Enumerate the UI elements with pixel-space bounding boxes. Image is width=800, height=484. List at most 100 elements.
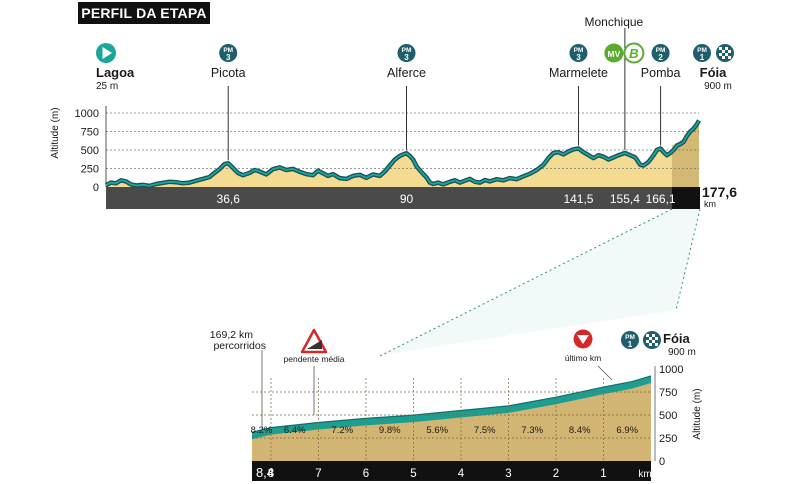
kom-badge-pomba: PM2 xyxy=(651,44,670,62)
kom-badge-category: 3 xyxy=(226,53,231,62)
finale-road-band xyxy=(252,376,651,440)
flag-square xyxy=(646,340,649,343)
place-name-start: Lagoa xyxy=(96,65,135,80)
finish-altitude: 900 m xyxy=(704,81,732,92)
kom-badge-circle xyxy=(621,331,639,349)
zoom-projection xyxy=(380,209,700,355)
place-name-monchique: Monchique xyxy=(585,15,644,29)
kom-badge-pm1: PM1 xyxy=(693,44,711,62)
finale-x-unit: km xyxy=(638,469,651,480)
flag-square xyxy=(719,53,722,56)
kom-badge-circle xyxy=(397,44,416,62)
mv-badge-label: MV xyxy=(608,49,621,59)
down-arrow-circle-icon xyxy=(573,329,593,349)
flag-square xyxy=(722,56,725,59)
finale-y-tick-label: 1000 xyxy=(659,364,683,376)
kom-badge-circle xyxy=(569,44,588,62)
flag-square xyxy=(725,47,728,50)
flag-square xyxy=(646,334,649,337)
finale-x-tick-label: 3 xyxy=(505,468,511,480)
y-tick-label: 1000 xyxy=(75,108,99,120)
last-km-arrow xyxy=(577,335,589,344)
flag-square xyxy=(649,337,652,340)
total-distance: 177,6 xyxy=(702,184,737,200)
place-name-alferce: Alferce xyxy=(387,66,426,80)
start-note-distance: 169,2 km xyxy=(210,329,253,341)
segment-gradient-label: 7.5% xyxy=(474,425,496,436)
kom-badge-circle xyxy=(219,44,238,62)
finale-y-tick-label: 250 xyxy=(659,433,677,445)
finale-x-tick-label: 4 xyxy=(458,468,465,480)
warning-triangle-icon xyxy=(300,328,328,354)
badge-mv: MV xyxy=(604,43,624,63)
warning-slope xyxy=(307,340,322,349)
y-tick-label: 250 xyxy=(81,164,99,176)
kom-badge-label: PM xyxy=(402,47,412,54)
km-bar-final xyxy=(672,187,700,209)
finale-x-tick-label: 8,4 xyxy=(256,465,274,480)
segment-gradient-label: 6.9% xyxy=(616,425,638,436)
kom-badge-circle xyxy=(651,44,670,62)
flag-square xyxy=(728,50,731,53)
last-km-leader xyxy=(597,365,613,381)
start-altitude: 25 m xyxy=(96,81,118,92)
finale-kom-badge-pm1: PM1 xyxy=(621,331,639,349)
segment-gradient-label: 7.3% xyxy=(521,425,543,436)
x-tick-label: 36,6 xyxy=(217,192,241,206)
kom-badge-category: 2 xyxy=(658,53,663,62)
kom-badge-circle xyxy=(693,44,711,62)
finale-finish-altitude: 900 m xyxy=(668,347,696,358)
bonus-badge-circle xyxy=(623,42,645,64)
y-tick-label: 750 xyxy=(81,127,99,139)
segment-gradient-label: 5.6% xyxy=(426,425,448,436)
km-bar xyxy=(106,187,672,209)
kom-badge-label: PM xyxy=(223,47,233,54)
x-tick-label: 166,1 xyxy=(646,192,676,206)
kom-badge-label: PM xyxy=(625,334,635,341)
x-tick-label: 141,5 xyxy=(563,192,593,206)
finale-x-tick-label: 1 xyxy=(600,468,606,480)
finale-finish-name: Fóia xyxy=(663,331,690,346)
kom-badge-alferce: PM3 xyxy=(397,44,416,62)
start-note-label: percorridos xyxy=(213,340,266,352)
place-name-marmelete: Marmelete xyxy=(549,66,608,80)
x-tick-label: 155,4 xyxy=(610,192,640,206)
checkered-flag-icon xyxy=(716,44,734,62)
x-tick-label: 90 xyxy=(400,192,414,206)
finale-y-axis-title: Altitude (m) xyxy=(692,388,703,439)
finale-x-tick-label: 6 xyxy=(363,468,369,480)
profile-line-inner xyxy=(105,119,700,187)
finale-checkered-flag-icon xyxy=(643,331,661,349)
play-triangle-icon xyxy=(102,47,112,59)
segment-gradient-label: 7.2% xyxy=(331,425,353,436)
finale-x-tick-label: 2 xyxy=(553,468,559,480)
finale-km-bar xyxy=(252,461,651,481)
y-tick-label: 0 xyxy=(93,182,99,194)
finale-x-tick-label: 7 xyxy=(315,468,321,480)
kom-badge-category: 3 xyxy=(576,53,581,62)
flag-square xyxy=(652,334,655,337)
avg-gradient-label: pendente média xyxy=(284,354,345,364)
start-icon xyxy=(96,43,116,63)
segment-gradient-label: 8.4% xyxy=(569,425,591,436)
flag-square xyxy=(722,50,725,53)
kom-badge-category: 1 xyxy=(628,340,633,349)
badge-bonus: B xyxy=(623,42,645,64)
header-title: PERFIL DA ETAPA xyxy=(78,2,210,24)
flag-square xyxy=(655,337,658,340)
place-name-pomba: Pomba xyxy=(641,66,681,80)
kom-badge-picota: PM3 xyxy=(219,44,238,62)
kom-badge-category: 3 xyxy=(404,53,409,62)
final-climb-shade xyxy=(672,120,699,187)
zoom-line-right xyxy=(675,208,701,311)
bonus-badge-label: B xyxy=(629,46,638,61)
segment-gradient-label: 6.4% xyxy=(284,425,306,436)
flag-square xyxy=(728,56,731,59)
total-distance-unit: km xyxy=(704,199,716,209)
segment-gradient-label: 9.8% xyxy=(379,425,401,436)
kom-badge-label: PM xyxy=(656,47,666,54)
kom-badge-category: 1 xyxy=(700,53,705,62)
place-name-picota: Picota xyxy=(211,66,246,80)
kom-badge-label: PM xyxy=(574,47,584,54)
